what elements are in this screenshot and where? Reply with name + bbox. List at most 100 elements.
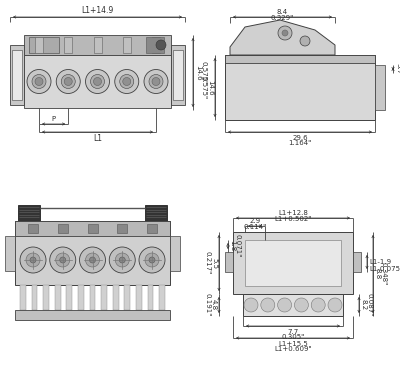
Text: L1+0.609": L1+0.609" bbox=[274, 346, 312, 352]
Bar bbox=[233, 232, 353, 294]
Text: L1-1.9: L1-1.9 bbox=[369, 259, 391, 265]
Bar bbox=[12, 50, 22, 100]
Circle shape bbox=[311, 298, 325, 312]
Bar bbox=[136, 285, 142, 310]
Text: 8.4: 8.4 bbox=[277, 9, 288, 15]
Text: 1.8: 1.8 bbox=[229, 240, 235, 252]
Bar bbox=[15, 221, 170, 236]
Bar bbox=[225, 55, 375, 120]
Bar bbox=[5, 236, 15, 271]
Bar bbox=[28, 224, 38, 233]
Bar bbox=[123, 37, 131, 53]
Circle shape bbox=[139, 247, 165, 273]
Bar bbox=[146, 37, 164, 53]
Circle shape bbox=[156, 40, 166, 50]
Circle shape bbox=[282, 30, 288, 36]
Circle shape bbox=[86, 253, 100, 267]
Text: 0.217": 0.217" bbox=[205, 252, 211, 275]
Bar bbox=[225, 55, 375, 63]
Bar bbox=[18, 205, 40, 221]
Bar bbox=[90, 285, 95, 310]
Text: L1+15.5: L1+15.5 bbox=[278, 341, 308, 347]
Circle shape bbox=[80, 247, 106, 273]
Text: 2.9: 2.9 bbox=[250, 218, 260, 224]
Circle shape bbox=[109, 247, 135, 273]
Circle shape bbox=[149, 257, 155, 263]
Circle shape bbox=[120, 74, 134, 88]
Bar bbox=[55, 285, 61, 310]
Circle shape bbox=[27, 70, 51, 93]
Text: 0.329": 0.329" bbox=[271, 15, 294, 21]
Circle shape bbox=[64, 78, 72, 86]
Circle shape bbox=[144, 70, 168, 93]
Text: 0.575": 0.575" bbox=[201, 76, 207, 99]
Circle shape bbox=[56, 253, 70, 267]
Circle shape bbox=[35, 78, 43, 86]
Circle shape bbox=[123, 78, 131, 86]
Text: 0.071": 0.071" bbox=[234, 234, 240, 258]
Text: L1+12.8: L1+12.8 bbox=[278, 210, 308, 216]
Text: 0.348": 0.348" bbox=[380, 262, 386, 286]
Bar bbox=[101, 285, 107, 310]
Text: P: P bbox=[52, 116, 56, 122]
Bar bbox=[245, 240, 341, 286]
Text: L1+0.502": L1+0.502" bbox=[274, 216, 312, 222]
Bar bbox=[35, 37, 43, 53]
Text: 0.114": 0.114" bbox=[243, 224, 267, 230]
Bar bbox=[353, 252, 361, 272]
Text: L1+14.9: L1+14.9 bbox=[81, 6, 114, 15]
Circle shape bbox=[32, 74, 46, 88]
Bar bbox=[375, 65, 385, 110]
Bar bbox=[15, 310, 170, 320]
Circle shape bbox=[278, 298, 292, 312]
Polygon shape bbox=[230, 20, 335, 55]
Circle shape bbox=[145, 253, 159, 267]
Text: 8.2: 8.2 bbox=[361, 300, 367, 311]
Text: 0.305": 0.305" bbox=[281, 334, 305, 340]
Circle shape bbox=[119, 257, 125, 263]
Circle shape bbox=[90, 74, 104, 88]
Circle shape bbox=[278, 26, 292, 40]
Circle shape bbox=[328, 298, 342, 312]
Circle shape bbox=[50, 247, 76, 273]
Bar bbox=[94, 37, 102, 53]
Bar bbox=[170, 236, 180, 271]
Bar bbox=[88, 224, 98, 233]
Circle shape bbox=[149, 74, 163, 88]
Text: 0.575": 0.575" bbox=[201, 61, 207, 84]
Text: 1.164": 1.164" bbox=[288, 140, 312, 146]
Text: 4.8: 4.8 bbox=[211, 300, 217, 311]
Text: 3.7: 3.7 bbox=[395, 63, 400, 74]
Bar bbox=[24, 55, 171, 108]
Circle shape bbox=[86, 70, 110, 93]
Bar bbox=[145, 205, 167, 221]
Bar bbox=[159, 285, 165, 310]
Circle shape bbox=[300, 36, 310, 46]
Text: 7.7: 7.7 bbox=[287, 329, 299, 335]
Bar bbox=[66, 285, 72, 310]
Bar bbox=[124, 285, 130, 310]
Bar bbox=[113, 285, 118, 310]
Bar bbox=[20, 285, 26, 310]
Bar bbox=[243, 294, 343, 316]
Text: 29.6: 29.6 bbox=[292, 135, 308, 141]
Bar bbox=[10, 45, 24, 105]
Circle shape bbox=[20, 247, 46, 273]
Text: 0.191": 0.191" bbox=[205, 293, 211, 317]
Bar bbox=[148, 285, 154, 310]
Circle shape bbox=[115, 70, 139, 93]
Text: L1-0.075": L1-0.075" bbox=[369, 266, 400, 272]
Bar bbox=[78, 285, 84, 310]
Bar bbox=[171, 45, 185, 105]
Circle shape bbox=[26, 253, 40, 267]
Bar bbox=[225, 252, 233, 272]
Circle shape bbox=[294, 298, 308, 312]
Circle shape bbox=[152, 78, 160, 86]
Text: L1: L1 bbox=[93, 134, 102, 143]
Bar bbox=[64, 37, 72, 53]
Circle shape bbox=[61, 74, 75, 88]
Circle shape bbox=[94, 78, 102, 86]
Circle shape bbox=[56, 70, 80, 93]
Circle shape bbox=[30, 257, 36, 263]
Text: 5.5: 5.5 bbox=[211, 258, 217, 268]
